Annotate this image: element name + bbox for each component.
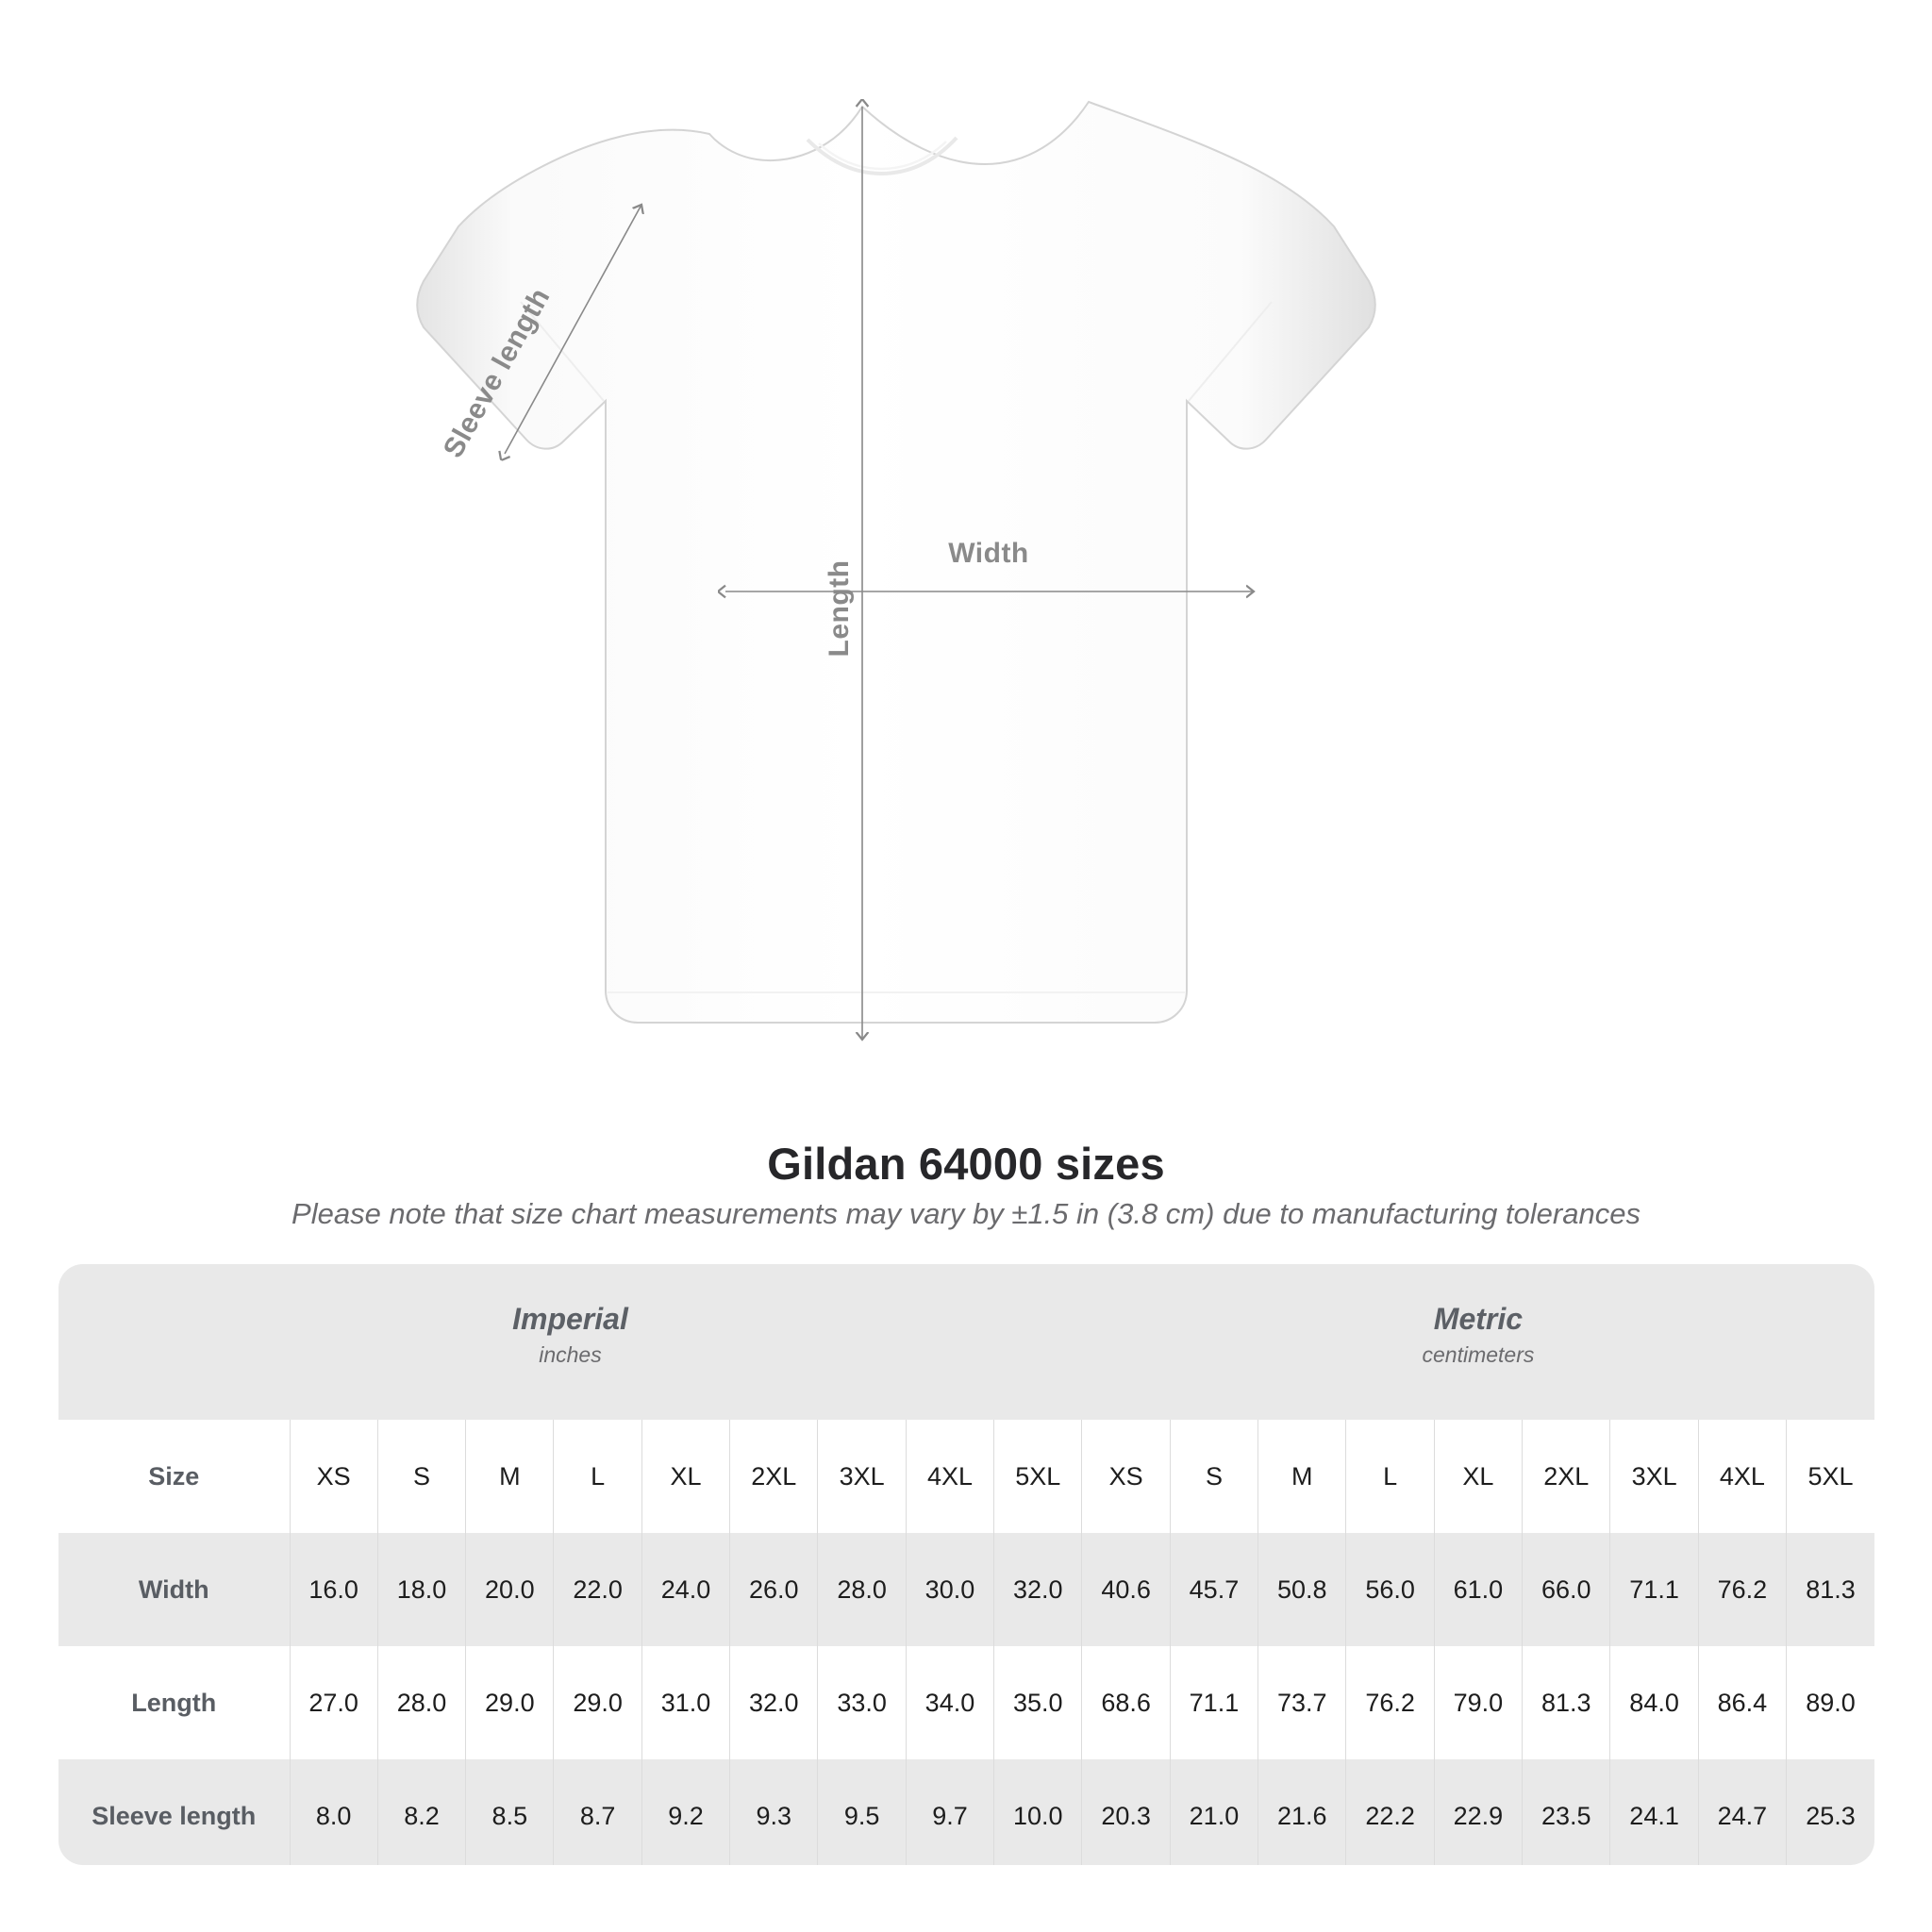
- svg-text:Width: Width: [948, 538, 1029, 569]
- svg-text:Length: Length: [824, 560, 855, 658]
